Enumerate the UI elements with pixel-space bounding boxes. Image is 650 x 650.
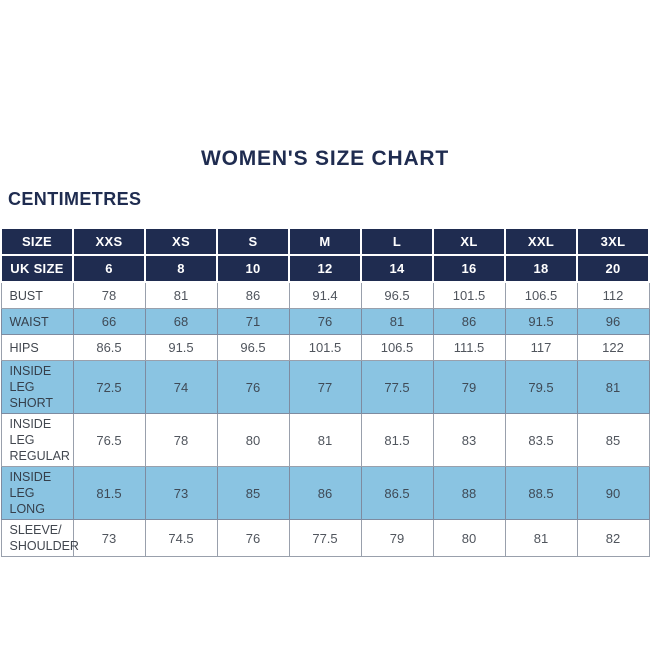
value-cell: 86 <box>288 466 362 520</box>
size-label-header-cell: SIZE <box>0 227 74 256</box>
value-cell: 88 <box>432 466 506 520</box>
table-row: INSIDE LEG SHORT 72.5 74 76 77 77.5 79 79.5 81 <box>0 360 650 414</box>
value-cell: 101.5 <box>288 334 362 361</box>
row-label-cell: HIPS <box>0 334 74 361</box>
uk-size-cell: 16 <box>432 254 506 283</box>
value-cell: 88.5 <box>504 466 578 520</box>
col-header-cell: XXL <box>504 227 578 256</box>
value-cell: 101.5 <box>432 281 506 309</box>
value-cell: 78 <box>72 281 146 309</box>
col-header-cell: 3XL <box>576 227 650 256</box>
table-row: SLEEVE/ SHOULDER 73 74.5 76 77.5 79 80 81 82 <box>0 519 650 557</box>
size-chart-table: SIZE XXS XS S M L XL XXL 3XL UK SIZE 6 8 10 12 14 16 18… <box>0 227 650 557</box>
table-body: UK SIZE 6 8 10 12 14 16 18 20 BUST 78 81 86 91.4 96.5 1… <box>0 254 650 557</box>
value-cell: 83 <box>432 413 506 467</box>
value-cell: 91.5 <box>504 308 578 335</box>
value-cell: 77 <box>288 360 362 414</box>
value-cell: 73 <box>144 466 218 520</box>
value-cell: 90 <box>576 466 650 520</box>
page-title: WOMEN'S SIZE CHART <box>200 147 450 170</box>
col-header-cell: XL <box>432 227 506 256</box>
unit-heading: CENTIMETRES <box>8 189 142 209</box>
row-label-cell: INSIDE LEG SHORT <box>0 360 74 414</box>
uk-size-cell: 8 <box>144 254 218 283</box>
value-cell: 86 <box>432 308 506 335</box>
col-header-cell: XS <box>144 227 218 256</box>
row-label-cell: INSIDE LEG LONG <box>0 466 74 520</box>
value-cell: 80 <box>216 413 290 467</box>
value-cell: 71 <box>216 308 290 335</box>
value-cell: 74.5 <box>144 519 218 557</box>
value-cell: 122 <box>576 334 650 361</box>
value-cell: 111.5 <box>432 334 506 361</box>
value-cell: 73 <box>72 519 146 557</box>
table-row: INSIDE LEG REGULAR 76.5 78 80 81 81.5 83 83.5 85 <box>0 413 650 467</box>
value-cell: 91.4 <box>288 281 362 309</box>
table-header: SIZE XXS XS S M L XL XXL 3XL <box>0 227 650 256</box>
value-cell: 76.5 <box>72 413 146 467</box>
value-cell: 80 <box>432 519 506 557</box>
value-cell: 81 <box>360 308 434 335</box>
value-cell: 72.5 <box>72 360 146 414</box>
value-cell: 68 <box>144 308 218 335</box>
uk-size-cell: 14 <box>360 254 434 283</box>
value-cell: 85 <box>576 413 650 467</box>
value-cell: 77.5 <box>288 519 362 557</box>
value-cell: 96.5 <box>216 334 290 361</box>
value-cell: 81.5 <box>72 466 146 520</box>
uk-size-cell: 18 <box>504 254 578 283</box>
col-header-cell: M <box>288 227 362 256</box>
uk-size-cell: 6 <box>72 254 146 283</box>
uk-size-row: UK SIZE 6 8 10 12 14 16 18 20 <box>0 254 650 283</box>
value-cell: 81 <box>576 360 650 414</box>
size-header-row: SIZE XXS XS S M L XL XXL 3XL <box>0 227 650 256</box>
value-cell: 76 <box>288 308 362 335</box>
value-cell: 76 <box>216 360 290 414</box>
value-cell: 86.5 <box>360 466 434 520</box>
value-cell: 96 <box>576 308 650 335</box>
row-label-cell: UK SIZE <box>0 254 74 283</box>
col-header-cell: S <box>216 227 290 256</box>
uk-size-cell: 10 <box>216 254 290 283</box>
table-row: WAIST 66 68 71 76 81 86 91.5 96 <box>0 308 650 335</box>
row-label-cell: SLEEVE/ SHOULDER <box>0 519 79 557</box>
uk-size-cell: 12 <box>288 254 362 283</box>
value-cell: 76 <box>216 519 290 557</box>
row-label-cell: BUST <box>0 281 74 309</box>
value-cell: 91.5 <box>144 334 218 361</box>
value-cell: 83.5 <box>504 413 578 467</box>
value-cell: 81 <box>144 281 218 309</box>
value-cell: 77.5 <box>360 360 434 414</box>
value-cell: 117 <box>504 334 578 361</box>
value-cell: 96.5 <box>360 281 434 309</box>
value-cell: 79 <box>432 360 506 414</box>
value-cell: 81 <box>288 413 362 467</box>
col-header-cell: XXS <box>72 227 146 256</box>
value-cell: 112 <box>576 281 650 309</box>
row-label-cell: WAIST <box>0 308 74 335</box>
value-cell: 86 <box>216 281 290 309</box>
value-cell: 81 <box>504 519 578 557</box>
col-header-cell: L <box>360 227 434 256</box>
value-cell: 81.5 <box>360 413 434 467</box>
value-cell: 86.5 <box>72 334 146 361</box>
uk-size-cell: 20 <box>576 254 650 283</box>
value-cell: 82 <box>576 519 650 557</box>
value-cell: 74 <box>144 360 218 414</box>
value-cell: 79.5 <box>504 360 578 414</box>
value-cell: 85 <box>216 466 290 520</box>
value-cell: 78 <box>144 413 218 467</box>
value-cell: 66 <box>72 308 146 335</box>
table-row: BUST 78 81 86 91.4 96.5 101.5 106.5 112 <box>0 281 650 309</box>
value-cell: 79 <box>360 519 434 557</box>
value-cell: 106.5 <box>504 281 578 309</box>
table-row: INSIDE LEG LONG 81.5 73 85 86 86.5 88 88.5 90 <box>0 466 650 520</box>
row-label-cell: INSIDE LEG REGULAR <box>0 413 74 467</box>
value-cell: 106.5 <box>360 334 434 361</box>
table-row: HIPS 86.5 91.5 96.5 101.5 106.5 111.5 117 122 <box>0 334 650 361</box>
